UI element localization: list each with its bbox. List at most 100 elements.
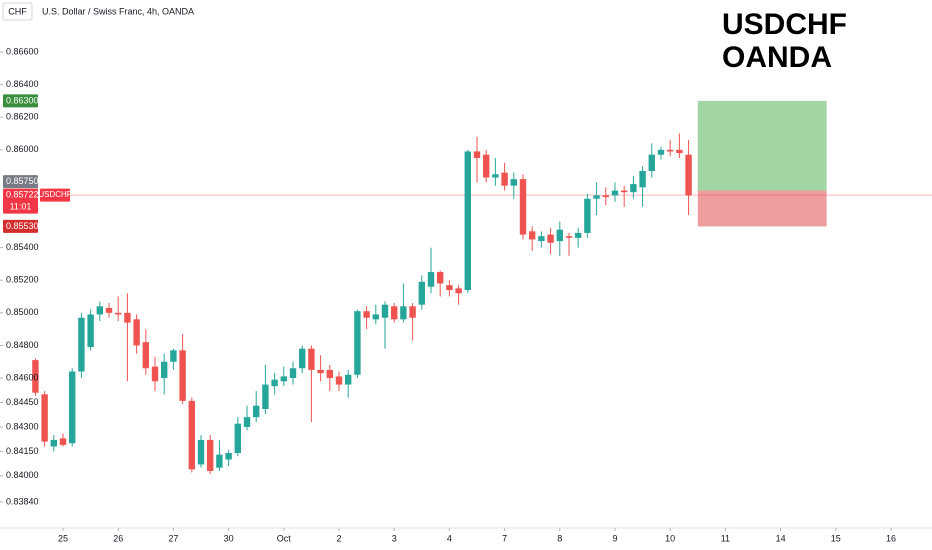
candle-body <box>657 149 665 155</box>
candle-body <box>464 151 471 291</box>
x-tick-label: 15 <box>831 533 841 543</box>
candle-body <box>593 195 600 199</box>
x-tick-label: 2 <box>336 533 341 543</box>
candle-body <box>620 190 628 193</box>
candle-body <box>262 384 269 410</box>
candle-body <box>345 374 352 385</box>
countdown: 11:01 <box>10 202 32 212</box>
candle-body <box>50 439 58 447</box>
candle-body <box>538 236 545 242</box>
candle-body <box>666 149 674 152</box>
price-badge-label: 0.85750 <box>6 176 39 186</box>
candle-body <box>207 439 214 471</box>
x-tick-label: Oct <box>277 533 292 543</box>
x-tick-label: 30 <box>224 533 234 543</box>
candle-body <box>161 361 168 379</box>
candle-body <box>234 423 242 454</box>
price-badge <box>3 175 38 189</box>
candle-body <box>584 198 591 233</box>
x-tick-label: 27 <box>168 533 178 543</box>
price-badge-label: 0.86300 <box>6 95 39 105</box>
candle-body <box>335 376 343 385</box>
candle-body <box>676 149 683 154</box>
candle-body <box>482 154 490 178</box>
y-tick-label: 0.86400 <box>6 79 39 89</box>
candle-body <box>225 453 232 460</box>
candle-body <box>556 229 563 242</box>
y-tick-label: 0.85400 <box>6 242 39 252</box>
x-tick-label: 26 <box>113 533 123 543</box>
candle-body <box>59 438 67 445</box>
candle-body <box>87 314 94 348</box>
candle-body <box>630 184 637 193</box>
candle-body <box>547 234 554 243</box>
candle-body <box>179 350 186 401</box>
x-tick-label: 11 <box>721 533 730 543</box>
candle-body <box>446 285 453 291</box>
candle-body <box>492 174 499 178</box>
candle-body <box>142 342 150 369</box>
x-tick-label: 3 <box>392 533 397 543</box>
candle-body <box>170 350 177 362</box>
symbol-box[interactable] <box>2 2 33 21</box>
price-badge-label: 0.85530 <box>6 221 39 231</box>
candle-body <box>197 439 205 465</box>
y-tick-label: 0.83840 <box>6 496 39 506</box>
price-badge <box>3 94 38 108</box>
currency: CHF <box>8 6 27 16</box>
y-tick-label: 0.85200 <box>6 275 39 285</box>
candle-body <box>308 348 315 370</box>
target-zone <box>697 100 827 191</box>
candle-body <box>271 379 278 387</box>
candle-body <box>151 366 159 382</box>
candle-body <box>32 360 39 393</box>
candle-body <box>354 311 361 375</box>
x-tick-label: 7 <box>502 533 507 543</box>
x-tick-label: 25 <box>58 533 68 543</box>
candle-body <box>565 236 573 238</box>
candle-body <box>418 281 425 305</box>
y-tick-label: 0.84800 <box>6 340 39 350</box>
candle-body <box>602 195 609 198</box>
y-tick-label: 0.86200 <box>6 112 39 122</box>
symbol-tag <box>40 188 70 202</box>
candle-body <box>317 369 324 374</box>
price-badge <box>3 219 38 233</box>
y-tick-label: 0.84600 <box>6 372 39 382</box>
candle-body <box>105 307 113 313</box>
candle-body <box>289 368 297 379</box>
y-tick-label: 0.85000 <box>6 307 39 317</box>
candle-body <box>574 232 582 238</box>
annotation: USDCHF <box>722 8 847 41</box>
candle-body <box>473 151 481 158</box>
stop-zone <box>697 190 827 227</box>
candle-body <box>253 405 260 418</box>
x-tick-label: 16 <box>886 533 896 543</box>
chart-title: U.S. Dollar / Swiss Franc, 4h, OANDA <box>42 6 194 16</box>
candle-body <box>639 171 646 188</box>
last-price-label: 0.85722 <box>6 190 39 200</box>
candle-body <box>69 371 76 444</box>
x-tick-label: 10 <box>665 533 675 543</box>
x-tick-label: 14 <box>776 533 786 543</box>
candle-body <box>611 190 619 196</box>
y-tick-label: 0.84450 <box>6 397 39 407</box>
candle-body <box>519 179 527 235</box>
candle-body <box>427 272 435 287</box>
candle-body <box>243 417 251 427</box>
y-tick-label: 0.86000 <box>6 144 39 154</box>
candle-body <box>280 376 288 382</box>
candle-body <box>390 306 398 320</box>
candle-body <box>685 154 692 196</box>
candle-body <box>124 312 131 323</box>
candle-body <box>436 272 444 284</box>
candle-body <box>326 369 334 379</box>
y-tick-label: 0.84000 <box>6 470 39 480</box>
x-tick-label: 4 <box>447 533 452 543</box>
candle-body <box>648 154 655 172</box>
candle-body <box>501 172 508 186</box>
candle-body <box>78 317 85 372</box>
candle-body <box>372 314 379 320</box>
candle-body <box>115 312 122 315</box>
